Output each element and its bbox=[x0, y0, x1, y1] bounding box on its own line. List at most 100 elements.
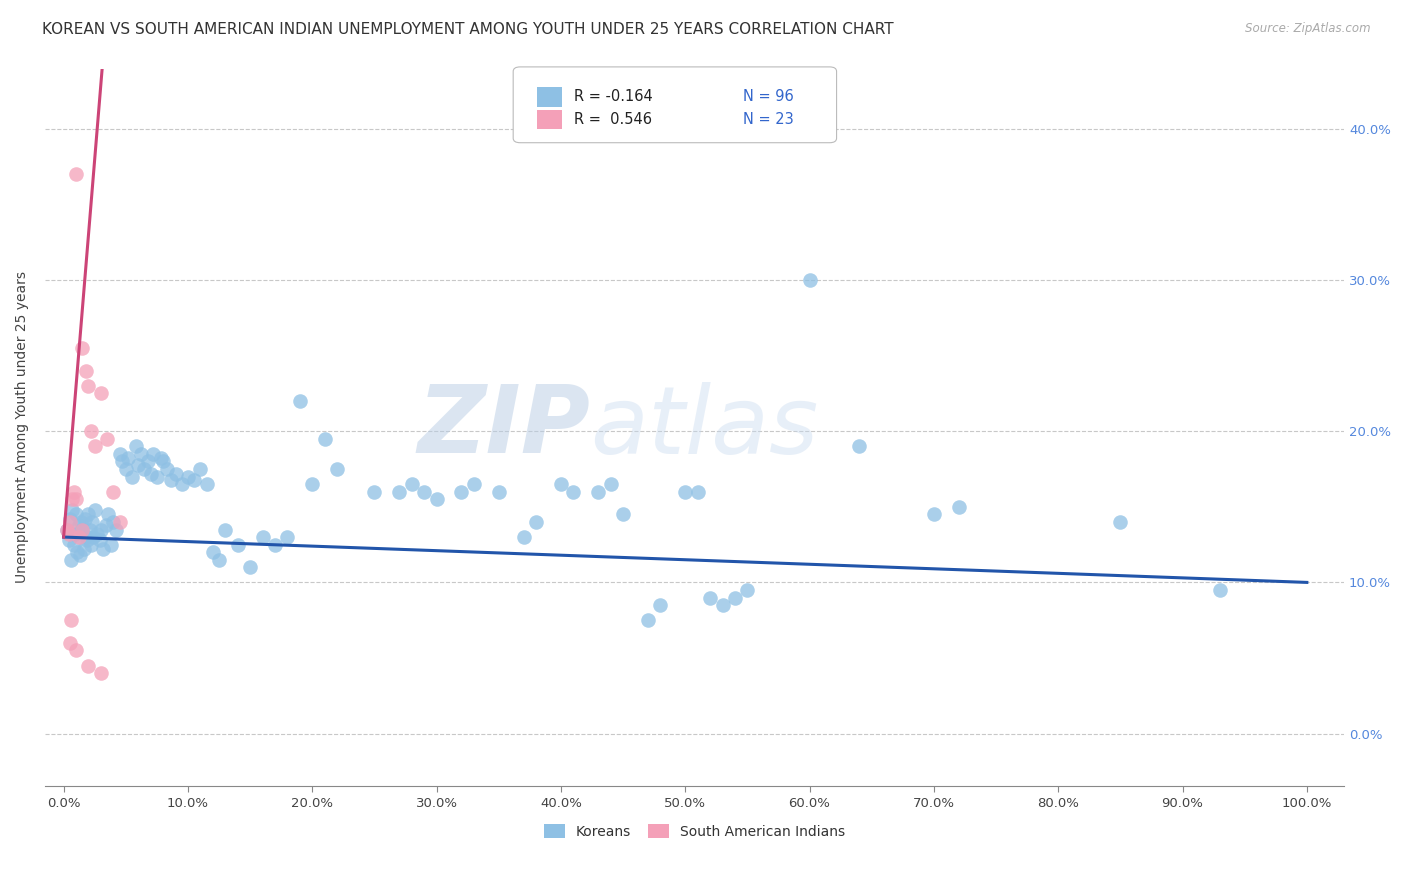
Point bbox=[799, 273, 821, 287]
Point bbox=[848, 439, 870, 453]
Point bbox=[711, 598, 734, 612]
Point bbox=[86, 527, 108, 541]
Point bbox=[83, 439, 105, 453]
Point bbox=[76, 533, 98, 547]
Point bbox=[56, 523, 79, 537]
Point bbox=[524, 515, 547, 529]
Point bbox=[65, 492, 87, 507]
Point bbox=[72, 523, 94, 537]
Point bbox=[550, 477, 572, 491]
Point bbox=[159, 473, 181, 487]
Point bbox=[62, 484, 84, 499]
Point bbox=[426, 492, 449, 507]
Point bbox=[1109, 515, 1132, 529]
Point bbox=[80, 538, 103, 552]
Point bbox=[301, 477, 323, 491]
Point bbox=[90, 523, 112, 537]
Point bbox=[80, 424, 103, 438]
Point bbox=[83, 503, 105, 517]
Point bbox=[63, 527, 86, 541]
Point bbox=[103, 484, 125, 499]
Point bbox=[96, 432, 118, 446]
Point bbox=[90, 386, 112, 401]
Point bbox=[65, 508, 87, 522]
Point bbox=[288, 394, 311, 409]
Point bbox=[58, 527, 80, 541]
Point bbox=[724, 591, 747, 605]
Point bbox=[363, 484, 385, 499]
Point bbox=[314, 432, 336, 446]
Text: N = 96: N = 96 bbox=[742, 89, 793, 104]
Point bbox=[72, 542, 94, 557]
Point bbox=[59, 636, 82, 650]
Point bbox=[114, 462, 136, 476]
Point bbox=[60, 503, 83, 517]
Point bbox=[401, 477, 423, 491]
Point bbox=[139, 467, 162, 481]
Text: R =  0.546: R = 0.546 bbox=[574, 112, 651, 127]
Point bbox=[65, 643, 87, 657]
Point bbox=[612, 508, 634, 522]
Point bbox=[62, 538, 84, 552]
Point bbox=[165, 467, 187, 481]
Text: KOREAN VS SOUTH AMERICAN INDIAN UNEMPLOYMENT AMONG YOUTH UNDER 25 YEARS CORRELAT: KOREAN VS SOUTH AMERICAN INDIAN UNEMPLOY… bbox=[42, 22, 894, 37]
Point bbox=[66, 545, 89, 559]
Point bbox=[136, 454, 159, 468]
Point bbox=[149, 451, 172, 466]
Point bbox=[93, 542, 115, 557]
Point bbox=[413, 484, 436, 499]
Point bbox=[108, 515, 131, 529]
Point bbox=[134, 462, 156, 476]
Point bbox=[146, 469, 169, 483]
Point bbox=[450, 484, 472, 499]
Point bbox=[127, 458, 149, 472]
Point bbox=[97, 508, 120, 522]
Point bbox=[117, 451, 139, 466]
Point bbox=[56, 523, 79, 537]
Point bbox=[67, 530, 90, 544]
Point bbox=[77, 379, 100, 393]
Point bbox=[108, 447, 131, 461]
Text: R = -0.164: R = -0.164 bbox=[574, 89, 652, 104]
Point bbox=[70, 515, 93, 529]
Point bbox=[201, 545, 224, 559]
Point bbox=[103, 515, 125, 529]
Point bbox=[239, 560, 262, 574]
Point bbox=[90, 666, 112, 681]
Point bbox=[637, 613, 659, 627]
Point bbox=[121, 469, 143, 483]
Point bbox=[67, 518, 90, 533]
Point bbox=[326, 462, 349, 476]
Point bbox=[60, 492, 83, 507]
Point bbox=[156, 462, 179, 476]
Point bbox=[104, 523, 127, 537]
Point bbox=[650, 598, 672, 612]
Point bbox=[75, 364, 97, 378]
Point bbox=[599, 477, 621, 491]
Point bbox=[177, 469, 200, 483]
Point bbox=[60, 553, 83, 567]
Point bbox=[79, 523, 101, 537]
Point bbox=[100, 538, 122, 552]
Point bbox=[125, 439, 148, 453]
Point bbox=[77, 508, 100, 522]
Point bbox=[89, 533, 111, 547]
Point bbox=[562, 484, 585, 499]
Legend: Koreans, South American Indians: Koreans, South American Indians bbox=[538, 818, 851, 844]
Point bbox=[208, 553, 231, 567]
Point bbox=[60, 613, 83, 627]
Text: ZIP: ZIP bbox=[418, 382, 591, 474]
Point bbox=[195, 477, 218, 491]
Point bbox=[276, 530, 298, 544]
Point bbox=[922, 508, 945, 522]
Point bbox=[1209, 582, 1232, 597]
Point bbox=[673, 484, 696, 499]
Point bbox=[686, 484, 709, 499]
Point bbox=[488, 484, 510, 499]
Point bbox=[388, 484, 411, 499]
Point bbox=[75, 530, 97, 544]
Point bbox=[252, 530, 274, 544]
Point bbox=[142, 447, 165, 461]
Point bbox=[77, 658, 100, 673]
Point bbox=[948, 500, 970, 514]
